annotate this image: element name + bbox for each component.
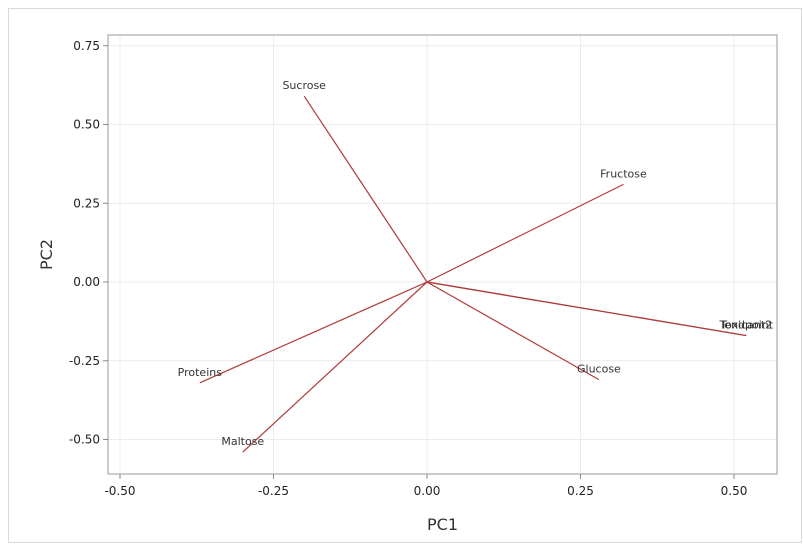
x-tick-label: 0.25 [567,484,594,498]
biplot-chart: -0.50 -0.25 0.00 0.25 0.50 -0.50 -0.25 0.00 0.2… [37,34,778,534]
plot-area-border [107,34,778,475]
vector-glucose [426,281,600,381]
chart-frame: -0.50 -0.25 0.00 0.25 0.50 -0.50 -0.25 0.00 0.2… [8,8,802,543]
x-tick-label: 0.50 [721,484,748,498]
vector-tendpoint [426,281,747,337]
x-tick-label: 0.00 [414,484,441,498]
vector-label-glucose: Glucose [577,363,621,376]
y-tick-label: 0.75 [73,39,100,53]
y-axis-title: PC2 [37,239,56,270]
vector-fructose [426,183,624,283]
vector-label-sucrose: Sucrose [282,79,326,92]
loading-labels: Sucrose Fructose Glucose Proteins Maltose Tox… [178,79,774,448]
y-tick-label: -0.50 [69,433,100,447]
y-tick-label: -0.25 [69,354,100,368]
x-axis-title: PC1 [427,515,458,534]
y-tick-label: 0.25 [73,196,100,210]
vector-label-maltose: Maltose [221,435,264,448]
y-tick-label: 0.50 [73,118,100,132]
x-axis-ticks: -0.50 -0.25 0.00 0.25 0.50 [104,474,747,498]
y-tick-label: 0.00 [73,275,100,289]
vector-proteins [199,281,428,384]
vector-label-fructose: Fructose [600,167,647,180]
vector-label-toxicant2: Toxicant2 [719,319,772,332]
y-axis-ticks: -0.50 -0.25 0.00 0.25 0.50 0.75 [69,39,108,447]
x-tick-label: -0.25 [258,484,289,498]
vector-maltose [242,281,428,453]
vector-sucrose [303,95,428,283]
loading-vectors [199,95,747,453]
vector-label-proteins: Proteins [178,366,223,379]
vector-label-tendpoint: Tendpoint [718,319,773,332]
grid-lines [108,35,777,474]
x-tick-label: -0.50 [104,484,135,498]
